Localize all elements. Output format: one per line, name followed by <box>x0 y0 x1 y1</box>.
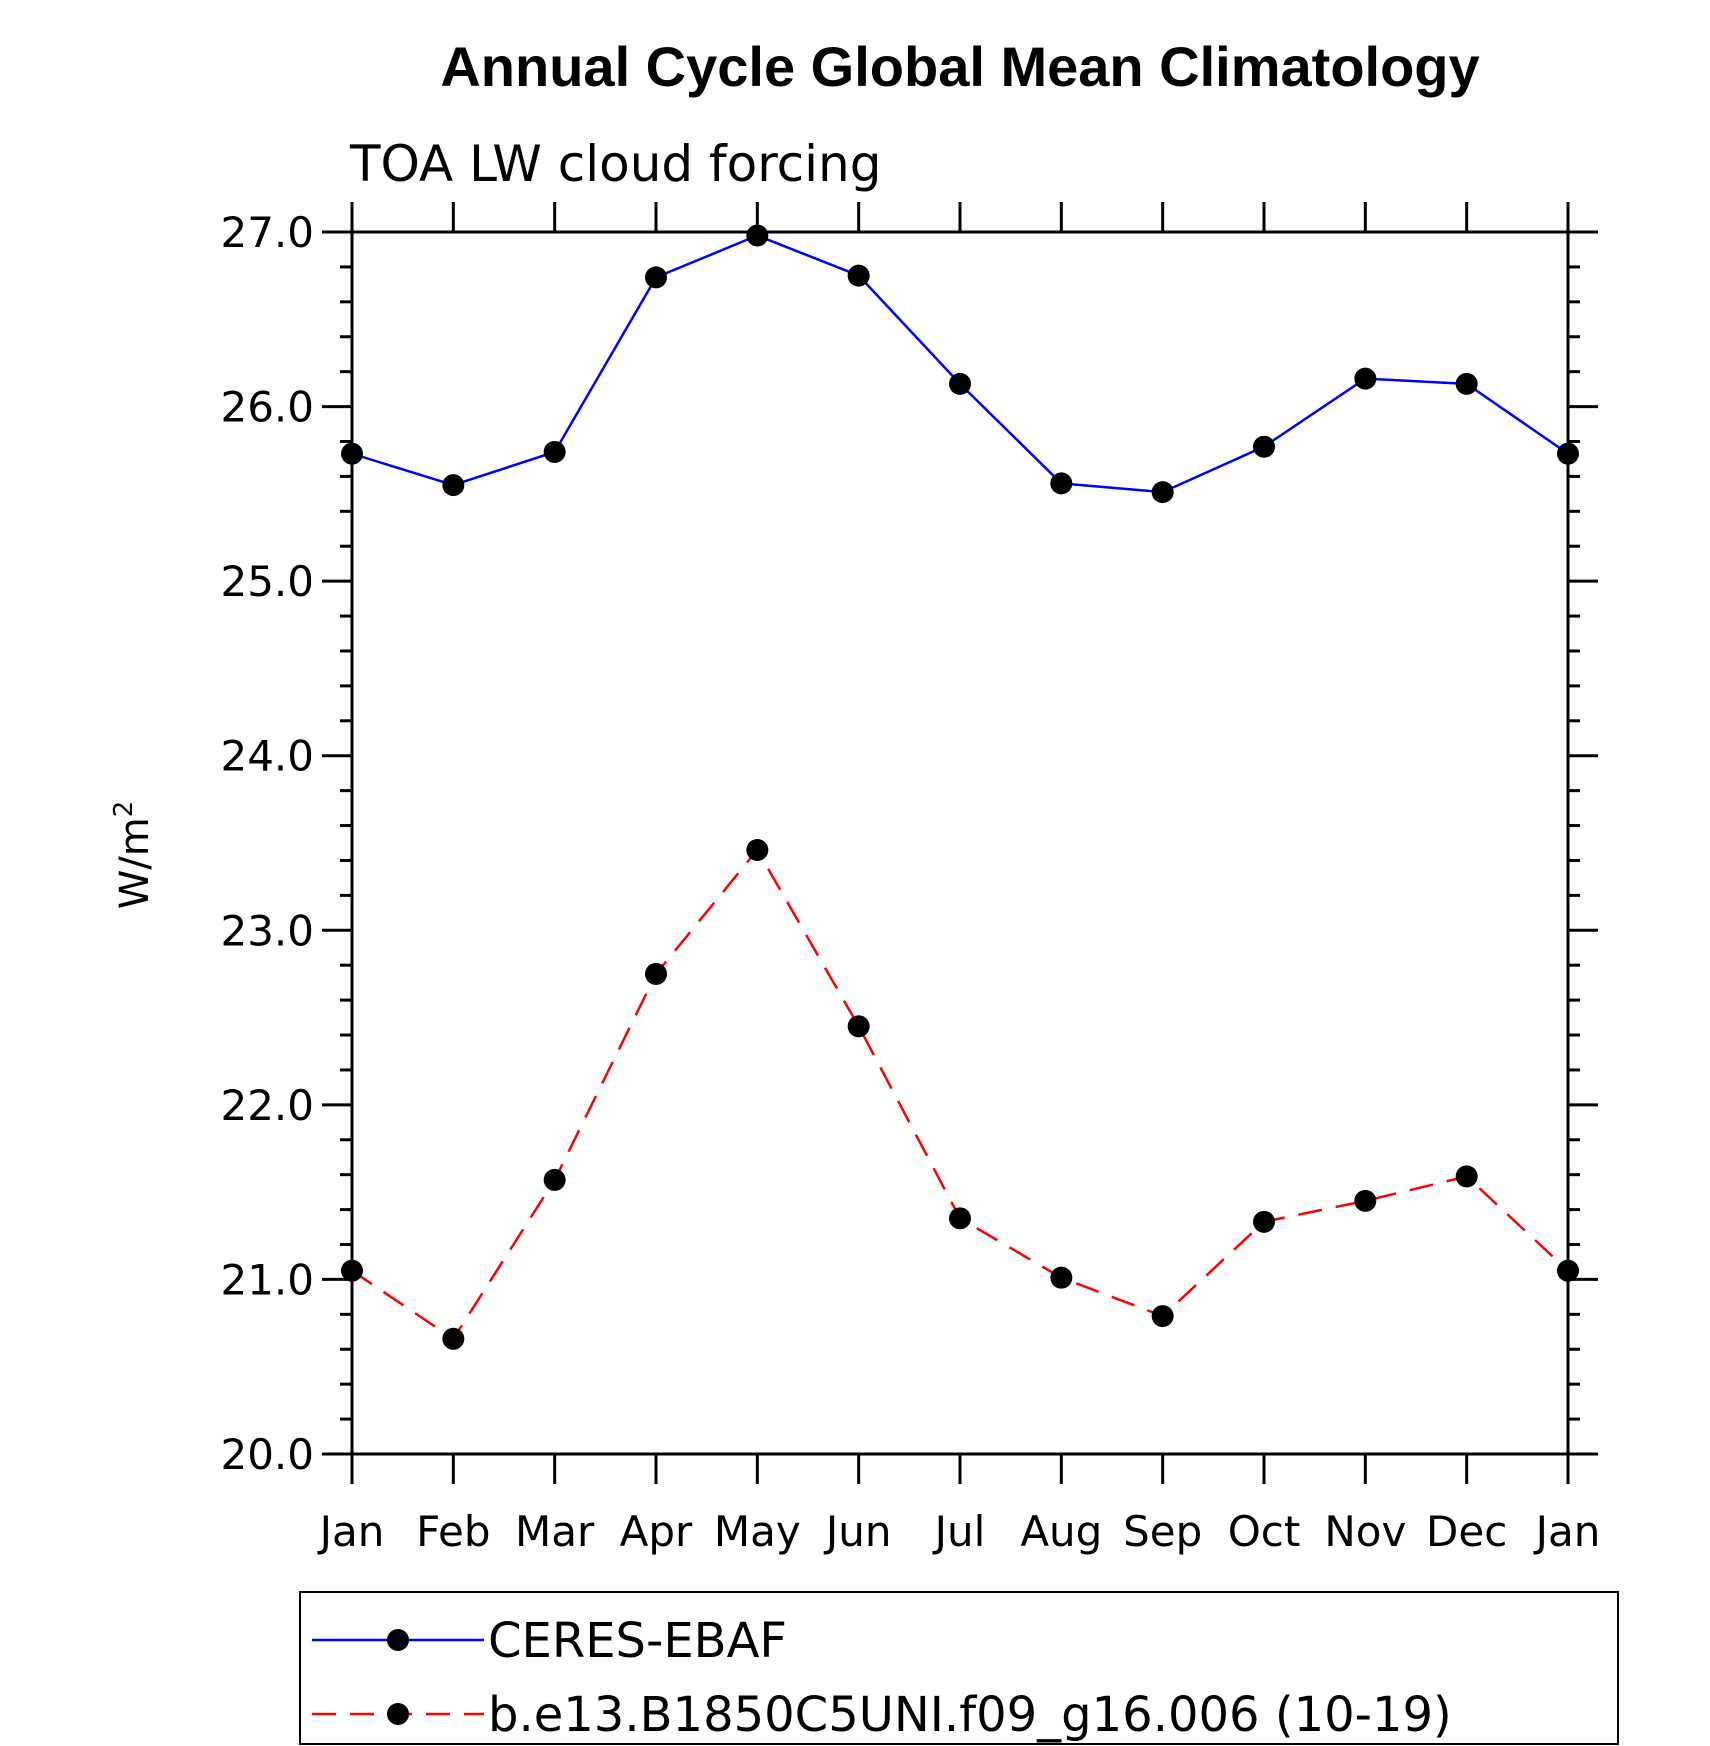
y-tick-label: 22.0 <box>220 1081 314 1130</box>
data-point-series-2 <box>847 1015 870 1038</box>
x-tick-label: Dec <box>1426 1507 1507 1556</box>
data-point-series-1 <box>1455 372 1478 395</box>
y-tick-label: 25.0 <box>220 557 314 606</box>
x-tick-label: Jul <box>932 1507 986 1556</box>
legend-items: CERES-EBAF b.e13.B1850C5UNI.f09_g16.006 (… <box>312 1613 1452 1743</box>
data-point-series-2 <box>1050 1266 1073 1289</box>
data-point-series-2 <box>442 1327 465 1350</box>
legend <box>299 1591 1619 1745</box>
data-point-series-2 <box>1151 1305 1174 1328</box>
data-point-series-1 <box>847 264 870 287</box>
x-tick-label: Jan <box>1533 1507 1601 1556</box>
y-axis-label-text: W/m <box>112 817 158 909</box>
data-point-series-1 <box>341 442 363 465</box>
legend-marker-2 <box>387 1703 409 1725</box>
data-point-series-2 <box>645 962 667 985</box>
data-point-series-2 <box>341 1259 363 1282</box>
y-axis-label-superscript: 2 <box>109 801 139 818</box>
data-point-series-1 <box>645 266 667 289</box>
series-line-1 <box>351 234 1569 494</box>
data-point-series-2 <box>1253 1210 1275 1233</box>
data-point-series-1 <box>1557 442 1579 465</box>
data-point-series-1 <box>543 440 566 463</box>
x-tick-label: May <box>714 1507 801 1556</box>
data-point-series-1 <box>1050 472 1073 495</box>
data-point-series-1 <box>442 474 465 497</box>
svg-text:W/m2: W/m2 <box>109 801 158 910</box>
x-tick-label: Mar <box>515 1507 595 1556</box>
plot-frame <box>350 230 1570 1456</box>
y-tick-label: 21.0 <box>220 1255 314 1304</box>
data-point-series-2 <box>1354 1189 1377 1212</box>
y-tick-label: 26.0 <box>220 383 314 432</box>
x-tick-label: Jan <box>317 1507 385 1556</box>
data-point-series-2 <box>1455 1165 1478 1188</box>
legend-marker-1 <box>387 1629 409 1651</box>
x-tick-label: Oct <box>1228 1507 1301 1556</box>
data-point-series-2 <box>949 1207 971 1230</box>
x-tick-labels: Jan Feb Mar Apr May Jun Jul Aug Sep Oct Nov Dec Jan <box>317 1507 1601 1556</box>
y-tick-label: 24.0 <box>220 732 314 781</box>
data-point-series-2 <box>1557 1259 1579 1282</box>
series-layer <box>341 224 1579 1350</box>
data-point-series-1 <box>1253 435 1275 458</box>
legend-label-1: CERES-EBAF <box>488 1613 787 1669</box>
legend-label-2: b.e13.B1850C5UNI.f09_g16.006 (10-19) <box>488 1687 1452 1743</box>
x-tick-label: Feb <box>416 1507 490 1556</box>
x-tick-label: Jun <box>823 1507 892 1556</box>
data-point-series-1 <box>746 224 769 247</box>
data-point-series-2 <box>543 1168 566 1191</box>
series-line-2 <box>351 847 1569 1341</box>
x-tick-label: Nov <box>1324 1507 1406 1556</box>
data-point-series-1 <box>949 372 971 395</box>
data-point-series-2 <box>746 838 769 861</box>
y-tick-label: 23.0 <box>220 906 314 955</box>
y-axis-label: W/m2 <box>109 801 158 910</box>
chart-title: Annual Cycle Global Mean Climatology <box>440 35 1479 98</box>
data-point-series-1 <box>1354 367 1377 390</box>
x-tick-label: Aug <box>1020 1507 1102 1556</box>
x-tick-label: Apr <box>620 1507 693 1556</box>
x-tick-label: Sep <box>1123 1507 1202 1556</box>
y-tick-label: 20.0 <box>220 1430 314 1479</box>
y-tick-label: 27.0 <box>220 208 314 257</box>
chart-subtitle: TOA LW cloud forcing <box>349 135 881 193</box>
y-tick-labels: 20.0 21.0 22.0 23.0 24.0 25.0 26.0 27.0 <box>220 208 314 1479</box>
data-point-series-1 <box>1151 481 1174 504</box>
